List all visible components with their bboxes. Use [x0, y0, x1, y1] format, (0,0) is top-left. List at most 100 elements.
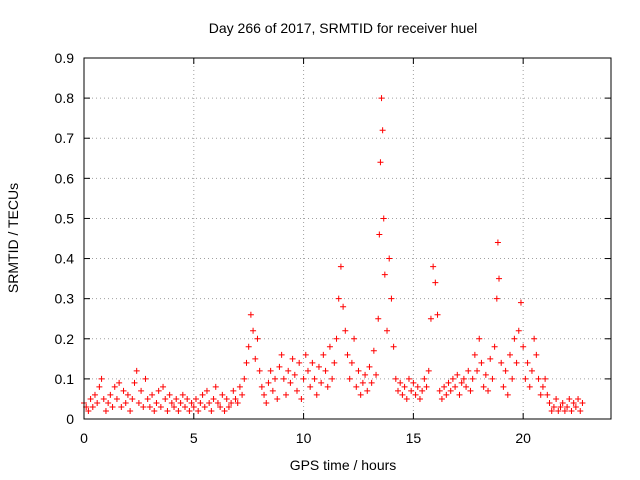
data-point — [542, 375, 549, 382]
data-point — [342, 327, 349, 334]
data-point — [445, 379, 452, 386]
data-point — [335, 295, 342, 302]
data-point — [111, 383, 118, 390]
data-point — [309, 359, 316, 366]
chart-title: Day 266 of 2017, SRMTID for receiver hue… — [209, 20, 477, 36]
data-point — [520, 343, 527, 350]
data-point — [427, 315, 434, 322]
data-point — [480, 383, 487, 390]
data-point — [276, 363, 283, 370]
data-point — [188, 399, 195, 406]
data-point — [122, 399, 129, 406]
data-point — [364, 387, 371, 394]
data-point — [85, 407, 92, 414]
data-point — [300, 375, 307, 382]
data-points — [81, 95, 586, 414]
data-point — [559, 399, 566, 406]
data-point — [109, 403, 116, 410]
data-point — [346, 375, 353, 382]
data-point — [120, 387, 127, 394]
data-point — [408, 387, 415, 394]
data-point — [513, 359, 520, 366]
data-point — [195, 407, 202, 414]
data-point — [491, 343, 498, 350]
data-point — [129, 395, 136, 402]
data-point — [377, 159, 384, 166]
data-point — [471, 351, 478, 358]
data-point — [572, 403, 579, 410]
data-point — [355, 367, 362, 374]
data-point — [504, 391, 511, 398]
data-point — [511, 335, 518, 342]
x-axis-title: GPS time / hours — [290, 457, 397, 473]
data-point — [390, 343, 397, 350]
data-point — [91, 391, 98, 398]
data-point — [463, 383, 470, 390]
data-point — [210, 395, 217, 402]
data-point — [359, 379, 366, 386]
data-point — [469, 375, 476, 382]
data-point — [375, 315, 382, 322]
data-point — [414, 383, 421, 390]
data-point — [561, 407, 568, 414]
data-point — [544, 391, 551, 398]
data-point — [502, 367, 509, 374]
data-point — [498, 359, 505, 366]
x-tick-label: 5 — [190, 430, 198, 446]
data-point — [296, 359, 303, 366]
data-point — [208, 407, 215, 414]
axis-ticks — [83, 57, 611, 420]
data-point — [298, 395, 305, 402]
data-point — [236, 383, 243, 390]
data-point — [467, 387, 474, 394]
data-point — [397, 379, 404, 386]
data-point — [485, 387, 492, 394]
data-point — [419, 387, 426, 394]
data-point — [241, 375, 248, 382]
data-point — [302, 351, 309, 358]
data-point — [373, 371, 380, 378]
data-point — [452, 383, 459, 390]
data-point — [217, 403, 224, 410]
data-point — [441, 383, 448, 390]
data-point — [149, 391, 156, 398]
data-point — [454, 371, 461, 378]
data-point — [105, 399, 112, 406]
data-point — [265, 379, 272, 386]
data-point — [162, 395, 169, 402]
data-point — [403, 395, 410, 402]
data-point — [263, 399, 270, 406]
data-point — [96, 383, 103, 390]
data-point — [267, 367, 274, 374]
y-tick-label: 0.5 — [55, 210, 75, 226]
data-point — [434, 311, 441, 318]
data-point — [564, 403, 571, 410]
data-point — [500, 383, 507, 390]
data-point — [399, 391, 406, 398]
data-point — [100, 395, 107, 402]
data-point — [177, 399, 184, 406]
data-point — [524, 359, 531, 366]
data-point — [478, 359, 485, 366]
data-point — [144, 395, 151, 402]
data-point — [351, 335, 358, 342]
data-point — [443, 391, 450, 398]
y-tick-label: 0.4 — [55, 251, 75, 267]
data-point — [526, 383, 533, 390]
data-point — [250, 327, 257, 334]
y-tick-label: 0.1 — [55, 371, 75, 387]
data-point — [553, 395, 560, 402]
y-axis-title: SRMTID / TECUs — [5, 183, 21, 293]
data-point — [378, 95, 385, 102]
data-point — [291, 371, 298, 378]
data-point — [531, 335, 538, 342]
data-point — [190, 403, 197, 410]
data-point — [221, 407, 228, 414]
data-point — [368, 379, 375, 386]
data-point — [87, 395, 94, 402]
data-point — [425, 367, 432, 374]
data-point — [179, 391, 186, 398]
data-point — [570, 399, 577, 406]
data-point — [98, 375, 105, 382]
